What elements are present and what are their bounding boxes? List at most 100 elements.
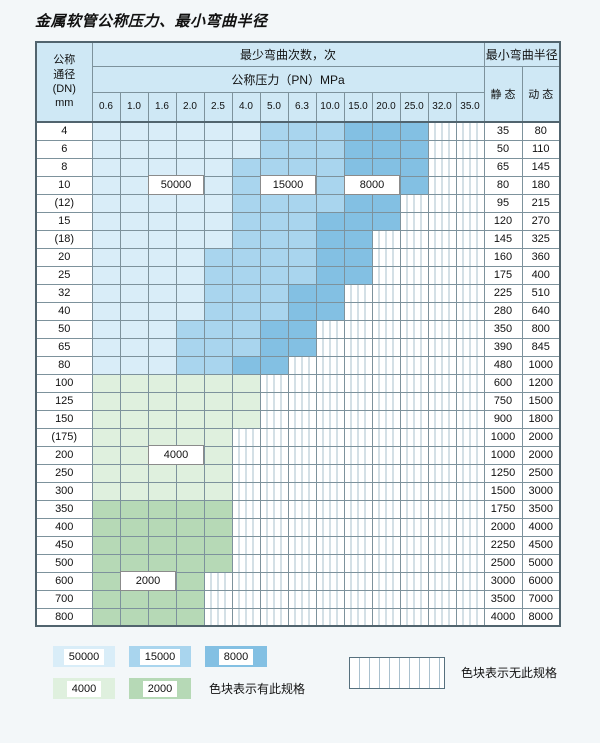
- spec-cell: [315, 301, 345, 321]
- spec-cell: [119, 373, 149, 393]
- dynamic-radius-value: 4000: [521, 517, 561, 537]
- no-spec-cell: [427, 589, 457, 609]
- spec-cell: [231, 409, 261, 429]
- dynamic-radius-value: 400: [521, 265, 561, 285]
- cycle-count-callout: 50000: [148, 175, 204, 195]
- spec-cell: [91, 139, 121, 159]
- table-row: 400 2000 4000: [35, 517, 561, 537]
- no-spec-cell: [259, 481, 289, 501]
- spec-cell: [203, 247, 233, 267]
- pressure-col-header: 1.6: [147, 91, 177, 123]
- dn-column-header: 公称 通径 (DN) mm: [35, 41, 93, 123]
- dynamic-radius-value: 80: [521, 121, 561, 141]
- static-radius-value: 175: [483, 265, 523, 285]
- table-row: 80 480 1000: [35, 355, 561, 375]
- spec-cell: [119, 319, 149, 339]
- spec-cell: [231, 157, 261, 177]
- table-row: 450 2250 4500: [35, 535, 561, 555]
- spec-cell: [147, 427, 177, 447]
- spec-cell: [231, 247, 261, 267]
- dn-value: 15: [35, 211, 93, 231]
- legend-has-spec-note: 色块表示有此规格: [209, 682, 306, 696]
- spec-cell: [287, 283, 317, 303]
- spec-cell: [371, 193, 401, 213]
- dynamic-radius-value: 215: [521, 193, 561, 213]
- pressure-col-header: 2.0: [175, 91, 205, 123]
- dn-value: 25: [35, 265, 93, 285]
- bend-times-header: 最少弯曲次数，次: [91, 41, 485, 67]
- spec-cell: [147, 373, 177, 393]
- spec-cell: [259, 301, 289, 321]
- no-spec-cell: [399, 463, 429, 483]
- dn-value: 125: [35, 391, 93, 411]
- spec-cell: [231, 175, 261, 195]
- dn-value: 350: [35, 499, 93, 519]
- no-spec-cell: [399, 337, 429, 357]
- spec-cell: [203, 319, 233, 339]
- static-radius-value: 120: [483, 211, 523, 231]
- table-container: 公称 通径 (DN) mm 最少弯曲次数，次 最小弯曲半径 公称压力（PN）MP…: [35, 41, 561, 627]
- dn-value: 6: [35, 139, 93, 159]
- no-spec-cell: [455, 463, 485, 483]
- dynamic-radius-value: 110: [521, 139, 561, 159]
- spec-cell: [175, 193, 205, 213]
- dynamic-radius-value: 2000: [521, 445, 561, 465]
- no-spec-cell: [399, 589, 429, 609]
- spec-cell: [175, 427, 205, 447]
- no-spec-cell: [315, 391, 345, 411]
- table-row: (12) 95 215: [35, 193, 561, 213]
- table-row: 250 1250 2500: [35, 463, 561, 483]
- static-radius-value: 280: [483, 301, 523, 321]
- page-title: 金属软管公称压力、最小弯曲半径: [35, 13, 268, 30]
- static-radius-value: 3500: [483, 589, 523, 609]
- pressure-col-header: 2.5: [203, 91, 233, 123]
- no-spec-cell: [315, 535, 345, 555]
- dn-value: 20: [35, 247, 93, 267]
- no-spec-cell: [315, 373, 345, 393]
- no-spec-cell: [287, 571, 317, 591]
- dn-value: 500: [35, 553, 93, 573]
- spec-cell: [91, 283, 121, 303]
- dn-value: 150: [35, 409, 93, 429]
- no-spec-cell: [287, 373, 317, 393]
- no-spec-cell: [287, 355, 317, 375]
- spec-cell: [175, 337, 205, 357]
- spec-cell: [91, 409, 121, 429]
- dynamic-radius-value: 2500: [521, 463, 561, 483]
- no-spec-cell: [371, 463, 401, 483]
- spec-cell: [119, 337, 149, 357]
- no-spec-cell: [343, 463, 373, 483]
- no-spec-cell: [455, 139, 485, 159]
- spec-cell: [147, 211, 177, 231]
- spec-cell: [147, 409, 177, 429]
- spec-cell: [119, 535, 149, 555]
- spec-cell: [371, 157, 401, 177]
- spec-cell: [119, 229, 149, 249]
- spec-cell: [175, 247, 205, 267]
- spec-cell: [287, 337, 317, 357]
- static-radius-value: 1750: [483, 499, 523, 519]
- static-radius-value: 900: [483, 409, 523, 429]
- legend-no-spec-item: 色块表示无此规格: [348, 656, 565, 689]
- dynamic-radius-value: 7000: [521, 589, 561, 609]
- pressure-col-header: 35.0: [455, 91, 485, 123]
- no-spec-cell: [287, 607, 317, 627]
- spec-cell: [175, 463, 205, 483]
- spec-cell: [399, 139, 429, 159]
- spec-cell: [399, 175, 429, 195]
- no-spec-cell: [399, 517, 429, 537]
- spec-cell: [119, 427, 149, 447]
- no-spec-cell: [399, 373, 429, 393]
- no-spec-cell: [399, 229, 429, 249]
- spec-cell: [203, 373, 233, 393]
- spec-cell: [147, 517, 177, 537]
- spec-cell: [203, 175, 233, 195]
- spec-cell: [147, 121, 177, 141]
- no-spec-cell: [259, 409, 289, 429]
- cycle-count-callout: 8000: [344, 175, 400, 195]
- spec-cell: [91, 265, 121, 285]
- dn-header-line: 通径: [53, 68, 76, 81]
- spec-cell: [203, 445, 233, 465]
- static-radius-value: 350: [483, 319, 523, 339]
- legend-cycle-value: 4000: [66, 680, 102, 697]
